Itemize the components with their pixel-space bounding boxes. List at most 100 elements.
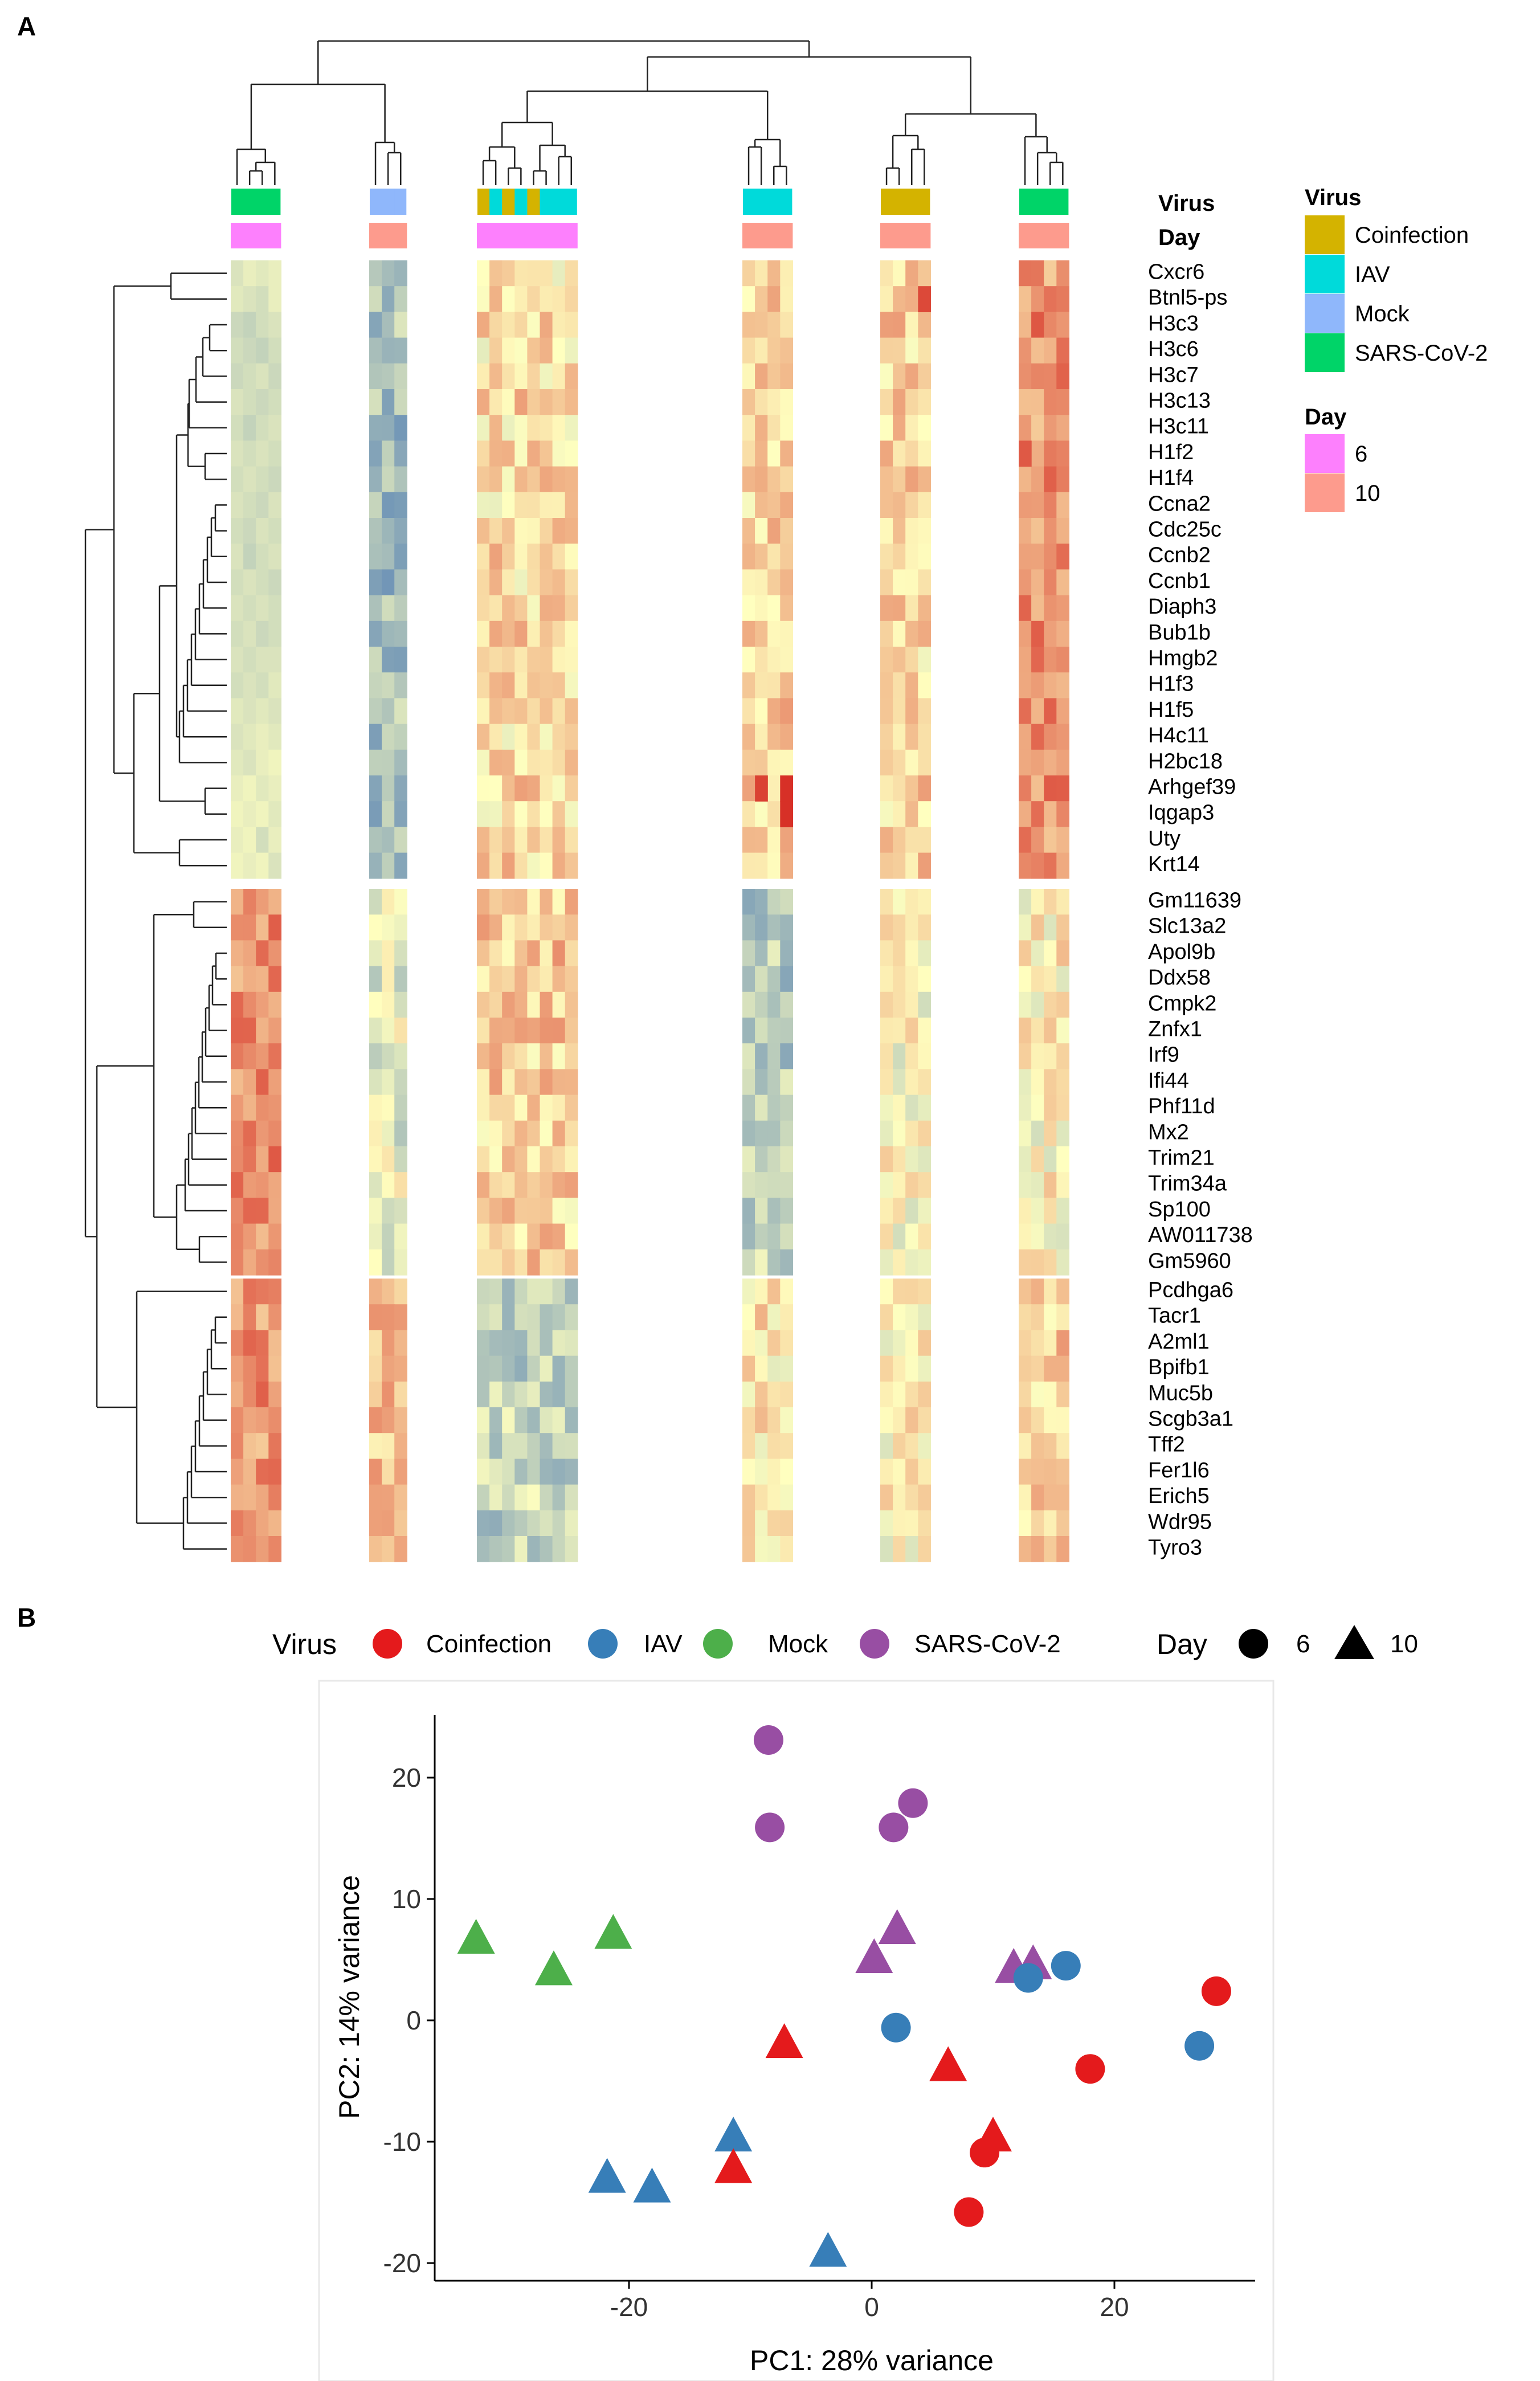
heatmap-cell	[767, 363, 781, 390]
virus-legend-label: Coinfection	[1355, 223, 1469, 248]
heatmap-cell	[893, 1355, 906, 1382]
gene-label: H2bc18	[1148, 749, 1223, 773]
heatmap-cell	[880, 544, 893, 570]
heatmap-cell	[394, 518, 407, 544]
heatmap-cell	[268, 724, 281, 750]
heatmap-cell	[1019, 1407, 1032, 1433]
heatmap-cell	[540, 389, 553, 415]
heatmap-cell	[231, 672, 244, 699]
heatmap-cell	[477, 569, 490, 596]
virus-anno-cell	[394, 188, 407, 215]
heatmap-cell	[893, 544, 906, 570]
virus-anno-border	[742, 187, 794, 216]
y-tick-label: -10	[383, 2127, 421, 2157]
heatmap-cell	[780, 852, 793, 879]
heatmap-cell	[1031, 312, 1044, 338]
heatmap-cell	[918, 914, 931, 941]
heatmap-cell	[755, 544, 768, 570]
heatmap-cell	[243, 852, 256, 879]
heatmap-cell	[880, 914, 893, 941]
gene-label: H3c11	[1148, 415, 1209, 439]
heatmap-cell	[905, 1198, 918, 1224]
heatmap-cell	[755, 312, 768, 338]
heatmap-cell	[369, 1510, 382, 1537]
heatmap-cell	[477, 1433, 490, 1459]
heatmap-cell	[231, 827, 244, 853]
heatmap-cell	[552, 914, 566, 941]
gene-label: H3c3	[1148, 312, 1199, 336]
heatmap-cell	[394, 620, 407, 647]
heatmap-cell	[755, 363, 768, 390]
heatmap-cell	[918, 1459, 931, 1485]
heatmap-cell	[489, 827, 503, 853]
heatmap-cell	[1031, 698, 1044, 725]
heatmap-cell-highlight	[780, 775, 793, 802]
gene-label: Iqgap3	[1148, 801, 1214, 825]
heatmap-cell	[382, 620, 395, 647]
heatmap-cell	[780, 1172, 793, 1198]
gene-label: H1f5	[1148, 698, 1194, 722]
heatmap-cell	[394, 312, 407, 338]
heatmap-cell	[565, 775, 578, 802]
gene-label: H3c13	[1148, 389, 1211, 413]
heatmap-cell	[243, 1536, 256, 1562]
virus-anno-cell	[893, 188, 906, 215]
day-anno-cell	[880, 223, 931, 248]
day-anno-cell	[742, 223, 793, 248]
heatmap-cell	[527, 775, 541, 802]
heatmap-cell	[231, 1510, 244, 1537]
heatmap-cell	[755, 1279, 768, 1305]
heatmap-cell	[268, 1381, 281, 1408]
heatmap-cell	[565, 595, 578, 622]
heatmap-cell	[477, 940, 490, 967]
heatmap-cell	[1031, 1249, 1044, 1276]
heatmap-cell	[231, 1484, 244, 1511]
heatmap-cell	[742, 492, 755, 518]
heatmap-cell	[780, 440, 793, 467]
pca-virus-legend-label: Mock	[768, 1630, 828, 1658]
heatmap-cell	[540, 286, 553, 312]
heatmap-cell	[527, 827, 541, 853]
heatmap-cell	[1031, 415, 1044, 441]
heatmap-cell	[893, 337, 906, 364]
heatmap-cell	[742, 1433, 755, 1459]
heatmap-cell	[489, 1381, 503, 1408]
heatmap-cell	[231, 749, 244, 776]
heatmap-cell	[540, 889, 553, 915]
heatmap-cell	[231, 312, 244, 338]
heatmap-cell	[243, 889, 256, 915]
heatmap-cell	[1019, 286, 1032, 312]
heatmap-cell	[742, 1223, 755, 1250]
heatmap-cell	[1044, 1043, 1057, 1069]
heatmap-cell	[243, 1249, 256, 1276]
heatmap-cell	[880, 1120, 893, 1147]
heatmap-cell	[1019, 889, 1032, 915]
heatmap-cell	[1056, 827, 1069, 853]
heatmap-cell	[369, 1381, 382, 1408]
heatmap-cell	[527, 1094, 541, 1121]
heatmap-cell	[918, 724, 931, 750]
heatmap-cell	[1056, 1355, 1069, 1382]
heatmap-cell	[268, 1355, 281, 1382]
heatmap-cell	[1056, 466, 1069, 493]
heatmap-cell-highlight	[1019, 440, 1032, 467]
heatmap-cell	[880, 569, 893, 596]
heatmap-cell	[540, 440, 553, 467]
heatmap-cell	[477, 1459, 490, 1485]
heatmap-cell	[1044, 363, 1057, 390]
heatmap-cell	[780, 1223, 793, 1250]
heatmap-cell	[527, 569, 541, 596]
heatmap-cell	[231, 1223, 244, 1250]
heatmap-cell	[893, 827, 906, 853]
heatmap-cell	[767, 940, 781, 967]
heatmap-cell	[514, 801, 528, 827]
heatmap-cell	[394, 672, 407, 699]
gene-labels: Cxcr6Btnl5-psH3c3H3c6H3c7H3c13H3c11H1f2H…	[1148, 260, 1253, 1560]
heatmap-cell	[918, 672, 931, 699]
heatmap-cell	[755, 1120, 768, 1147]
heatmap-cell	[742, 889, 755, 915]
heatmap-cell	[527, 940, 541, 967]
heatmap-cell	[880, 801, 893, 827]
heatmap-cell	[369, 1330, 382, 1357]
legend-swatch	[1305, 215, 1345, 254]
